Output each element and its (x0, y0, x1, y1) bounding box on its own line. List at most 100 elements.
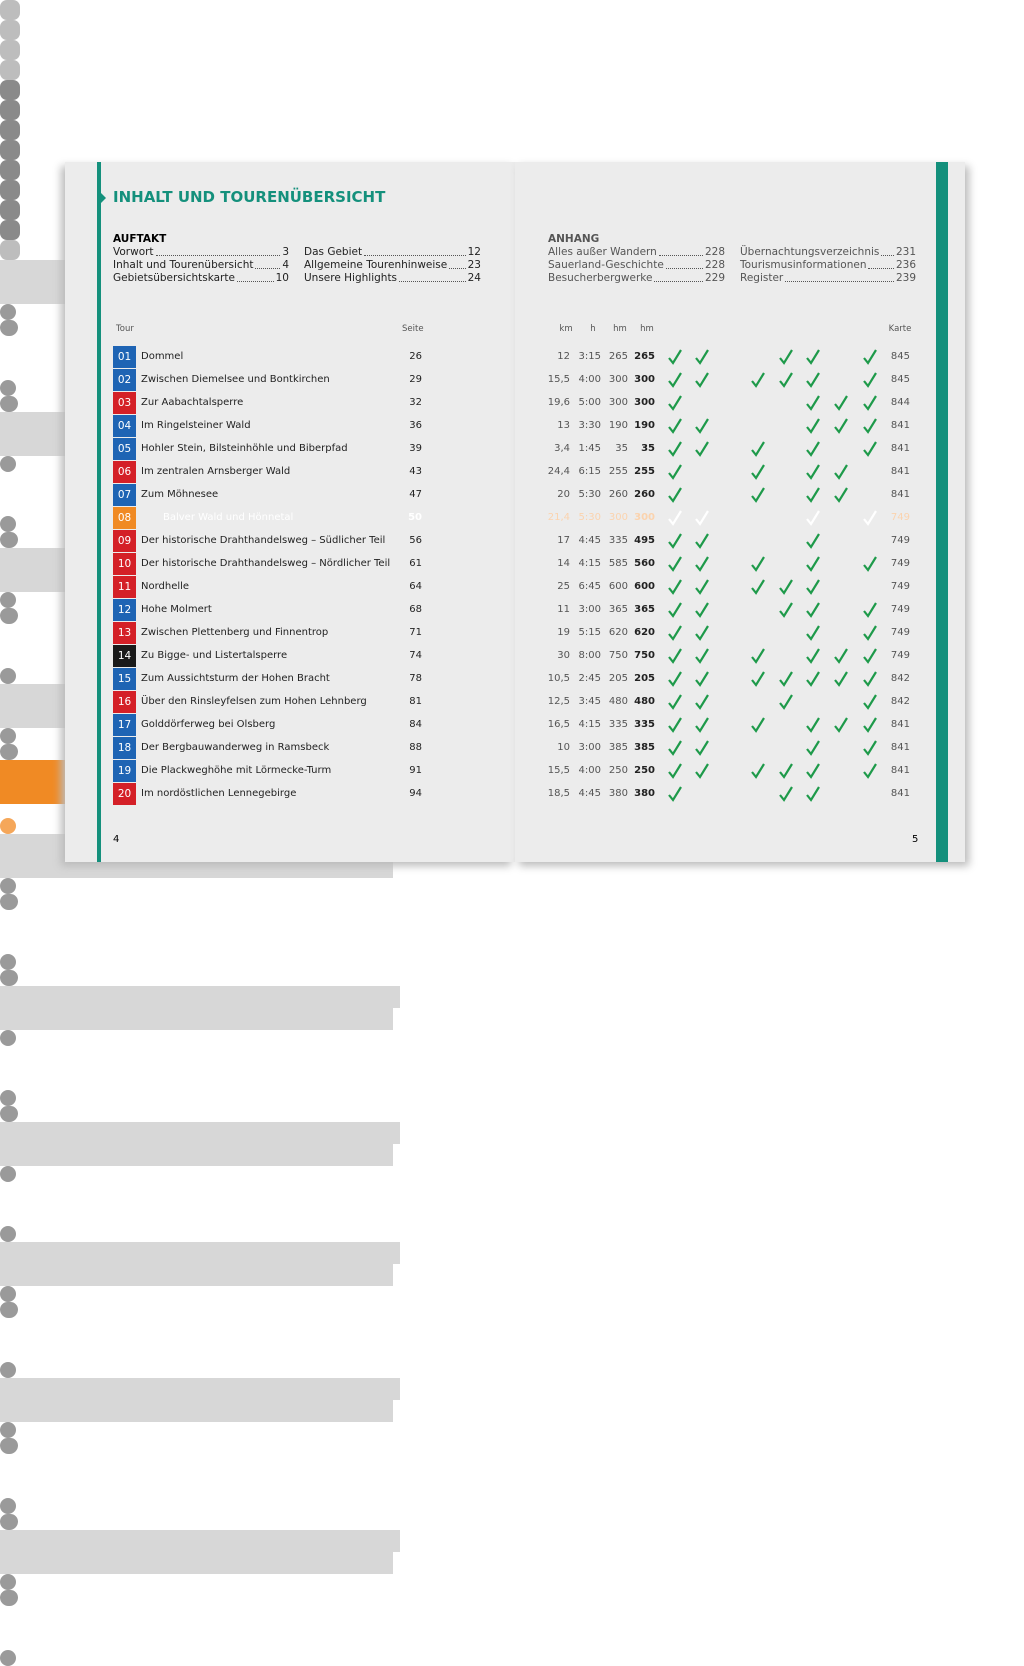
left-page (65, 162, 515, 862)
ascent: 300 (608, 512, 628, 523)
check-mark (695, 648, 709, 664)
check-mark (863, 556, 877, 572)
check-mark (695, 372, 709, 388)
toc-entry: Unsere Highlights 24 (304, 272, 481, 285)
map-number: 842 (890, 696, 910, 707)
check-mark (863, 510, 877, 526)
distance: 15,5 (547, 374, 570, 385)
type-icon (0, 1422, 16, 1438)
type-icon (0, 668, 16, 684)
duration: 6:15 (578, 466, 601, 477)
duration: 5:00 (578, 397, 601, 408)
title-arrow (100, 192, 106, 204)
duration: 4:15 (578, 558, 601, 569)
toc-title: Das Gebiet (304, 246, 363, 258)
toc-page: 10 (275, 272, 289, 284)
check-mark (751, 441, 765, 457)
check-mark (863, 349, 877, 365)
duration: 3:00 (578, 604, 601, 615)
tour-page: 50 (408, 512, 422, 523)
descent: 205 (634, 673, 655, 684)
map-number: 841 (890, 420, 910, 431)
map-number: 845 (890, 351, 910, 362)
distance: 21,4 (547, 512, 570, 523)
tour-number: 03 (113, 392, 136, 414)
row-background (0, 932, 393, 954)
check-mark (779, 763, 793, 779)
header-icon (0, 120, 20, 140)
row-background (0, 1378, 400, 1400)
check-mark (668, 740, 682, 756)
map-number: 749 (890, 535, 910, 546)
type-icon (0, 304, 16, 320)
check-mark (751, 717, 765, 733)
map-number: 749 (890, 604, 910, 615)
page-number: 5 (912, 834, 919, 845)
tour-page: 47 (409, 489, 422, 500)
toc-entry: Das Gebiet 12 (304, 246, 481, 259)
check-mark (834, 487, 848, 503)
check-mark (806, 464, 820, 480)
toc-page: 23 (467, 259, 481, 271)
left-stripe (97, 162, 101, 862)
check-mark (806, 556, 820, 572)
descent: 250 (634, 765, 655, 776)
ascent: 585 (608, 558, 628, 569)
kids-icon (0, 608, 18, 624)
map-number: 841 (890, 489, 910, 500)
check-mark (834, 464, 848, 480)
tour-name: Die Plackweghöhe mit Lörmecke-Turm (141, 765, 332, 776)
toc-title: Allgemeine Tourenhinweise (304, 259, 448, 271)
tour-number: 12 (113, 599, 136, 621)
header-icon (0, 40, 20, 60)
check-mark (806, 740, 820, 756)
tour-name: Hohe Molmert (141, 604, 212, 615)
tour-page: 94 (409, 788, 422, 799)
duration: 4:45 (578, 535, 601, 546)
check-mark (695, 694, 709, 710)
map-number: 749 (890, 558, 910, 569)
check-mark (668, 786, 682, 802)
row-background (0, 1008, 393, 1030)
check-mark (834, 648, 848, 664)
type-icon (0, 818, 16, 834)
toc-page: 229 (704, 272, 725, 284)
page-number: 4 (113, 834, 120, 845)
tour-number: 17 (113, 714, 136, 736)
tour-page: 91 (409, 765, 422, 776)
duration: 4:45 (578, 788, 601, 799)
kids-icon (0, 1438, 18, 1454)
type-icon (0, 1498, 16, 1514)
type-icon (0, 954, 16, 970)
tour-number: 09 (113, 530, 136, 552)
leader (399, 272, 466, 282)
distance: 10 (557, 742, 570, 753)
tour-name: Über den Rinsleyfelsen zum Hohen Lehnber… (141, 696, 367, 707)
toc-entry: Übernachtungsverzeichnis 231 (740, 246, 916, 259)
row-background (0, 986, 400, 1008)
check-mark (806, 395, 820, 411)
check-mark (668, 510, 682, 526)
column-header: Tour (116, 324, 134, 334)
check-mark (806, 349, 820, 365)
distance: 24,4 (547, 466, 570, 477)
duration: 6:45 (578, 581, 601, 592)
toc-entry: Vorwort 3 (113, 246, 289, 259)
check-mark (668, 533, 682, 549)
tour-name: Zum Möhnesee (141, 489, 219, 500)
check-mark (806, 602, 820, 618)
check-mark (668, 464, 682, 480)
distance: 11 (557, 604, 570, 615)
tour-number: 05 (113, 438, 136, 460)
check-mark (695, 510, 709, 526)
duration: 5:30 (578, 512, 601, 523)
check-mark (779, 349, 793, 365)
check-mark (695, 717, 709, 733)
descent: 300 (634, 374, 655, 385)
row-background (0, 1068, 393, 1090)
type-icon (0, 516, 16, 532)
row-background (0, 1182, 400, 1204)
duration: 5:30 (578, 489, 601, 500)
map-number: 749 (890, 650, 910, 661)
duration: 4:15 (578, 719, 601, 730)
